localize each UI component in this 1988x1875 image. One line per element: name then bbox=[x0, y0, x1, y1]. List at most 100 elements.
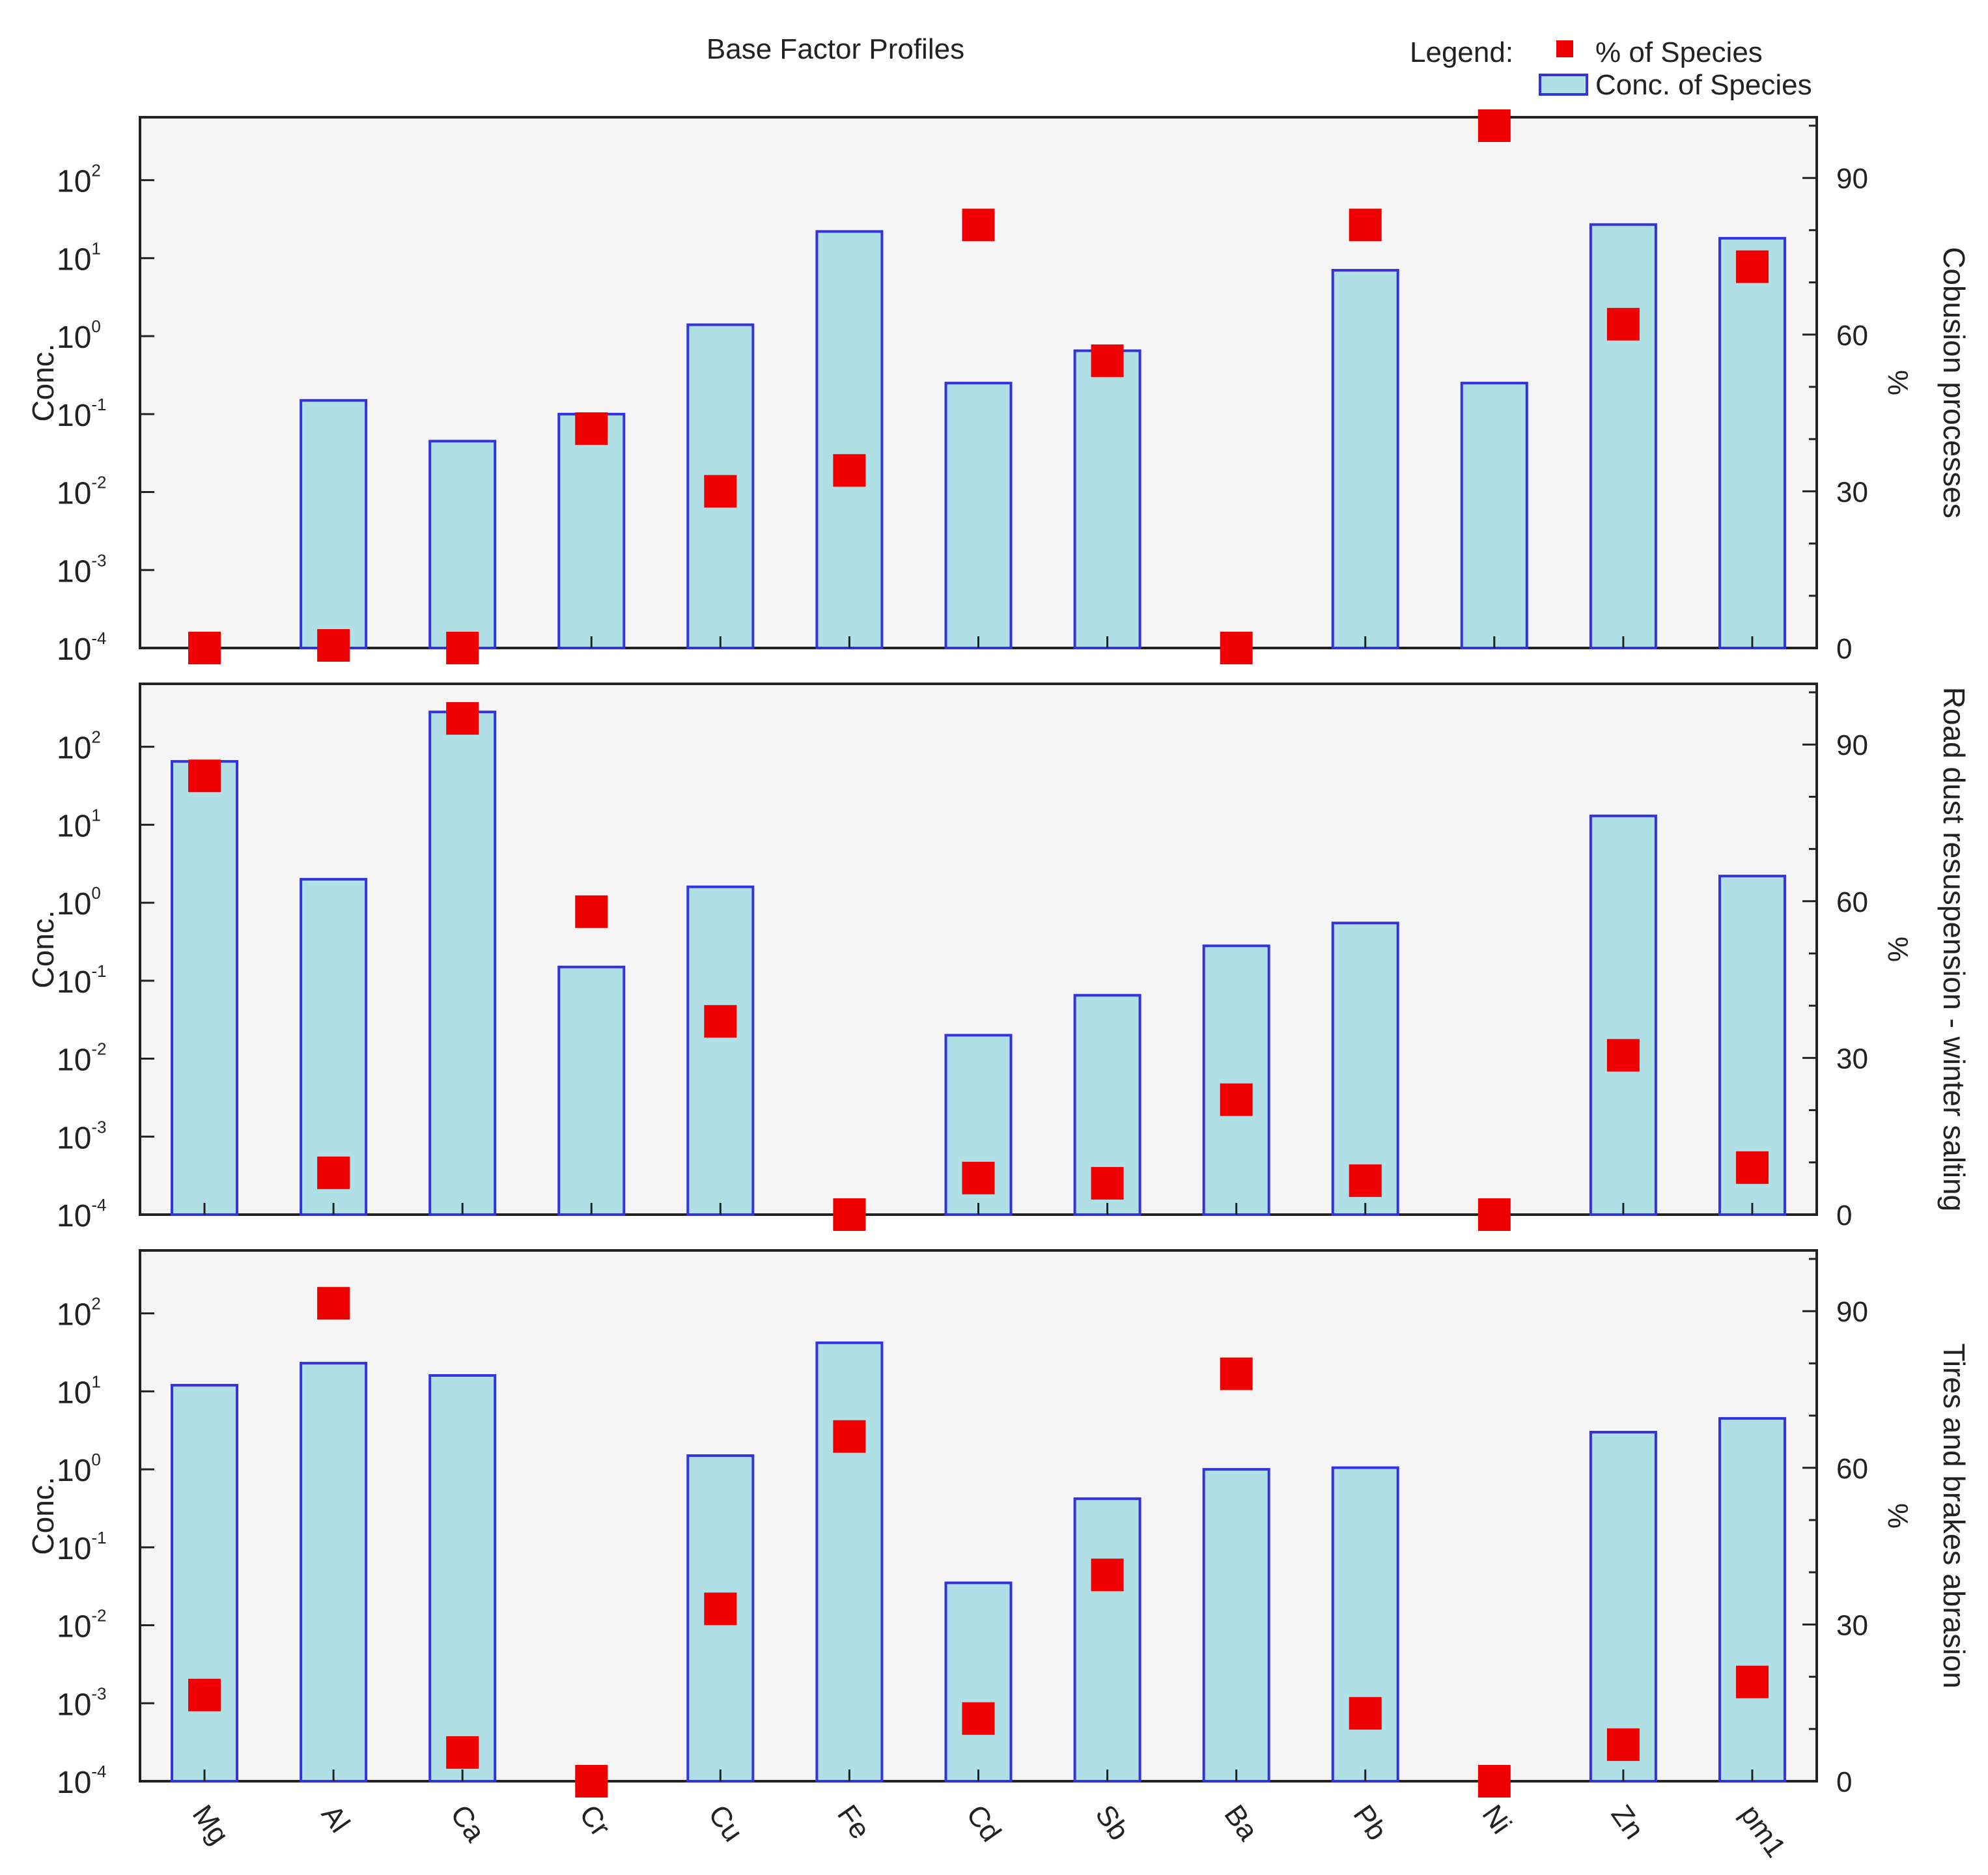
percent-marker bbox=[317, 1156, 350, 1189]
conc-bar bbox=[428, 440, 497, 649]
conc-bar bbox=[815, 1341, 884, 1783]
conc-bar bbox=[1460, 382, 1528, 649]
left-tick-label-base: 10-3 bbox=[57, 550, 107, 589]
left-tick-label-exponent: 2 bbox=[91, 727, 100, 747]
left-tick-label-exponent: -4 bbox=[91, 1195, 106, 1215]
right-tick-label: 0 bbox=[1836, 633, 1852, 665]
left-tick-label-base: 102 bbox=[57, 1294, 101, 1332]
right-tick-label: 30 bbox=[1836, 1609, 1868, 1641]
left-tick-label-base: 10-1 bbox=[57, 1528, 107, 1566]
left-tick-label-exponent: -2 bbox=[91, 1039, 106, 1059]
left-tick-label-base: 102 bbox=[57, 161, 101, 199]
conc-bar bbox=[300, 1362, 368, 1783]
percent-marker bbox=[1091, 1558, 1124, 1592]
category-label: Ba bbox=[1218, 1799, 1264, 1847]
conc-bar bbox=[944, 382, 1013, 649]
left-tick-label-exponent: -3 bbox=[91, 550, 106, 570]
percent-marker bbox=[1606, 307, 1640, 341]
percent-marker bbox=[188, 1678, 221, 1712]
conc-bar bbox=[428, 1374, 497, 1783]
left-tick-label-base: 101 bbox=[57, 238, 101, 277]
percent-marker bbox=[575, 412, 608, 445]
left-tick-label-exponent: 1 bbox=[91, 238, 100, 258]
conc-bar bbox=[1589, 814, 1657, 1217]
left-tick-label-base: 10-4 bbox=[57, 628, 107, 667]
percent-marker bbox=[1220, 1083, 1253, 1116]
conc-bar bbox=[171, 760, 239, 1216]
conc-bar bbox=[815, 230, 884, 649]
right-tick-label: 60 bbox=[1836, 320, 1868, 352]
category-label: pm1 bbox=[1734, 1799, 1792, 1863]
conc-bar bbox=[1202, 944, 1270, 1217]
left-tick-label-exponent: -4 bbox=[91, 1762, 106, 1781]
percent-marker bbox=[575, 895, 608, 928]
percent-marker bbox=[446, 632, 479, 664]
left-tick-label-exponent: -2 bbox=[91, 473, 106, 492]
conc-bar bbox=[1073, 349, 1141, 650]
percent-marker bbox=[962, 1702, 995, 1735]
percent-marker bbox=[446, 1736, 479, 1769]
percent-marker bbox=[575, 1765, 608, 1797]
left-tick-label-base: 10-1 bbox=[57, 395, 107, 433]
percent-marker bbox=[1349, 1164, 1382, 1197]
left-tick-label-base: 10-3 bbox=[57, 1684, 107, 1722]
right-axis-title: % bbox=[1882, 370, 1914, 395]
percent-marker bbox=[1220, 1357, 1253, 1390]
left-tick-label-exponent: -3 bbox=[91, 1117, 106, 1136]
percent-marker bbox=[1735, 1665, 1769, 1699]
left-axis-title: Conc. bbox=[26, 343, 60, 421]
left-tick-label-base: 10-1 bbox=[57, 961, 107, 1000]
right-tick-label: 60 bbox=[1836, 886, 1868, 918]
conc-bar bbox=[557, 412, 626, 650]
conc-bar bbox=[1331, 268, 1399, 649]
right-axis-title: % bbox=[1882, 937, 1914, 962]
percent-marker bbox=[962, 1161, 995, 1194]
conc-bar bbox=[1718, 1417, 1786, 1783]
left-tick-label-base: 10-2 bbox=[57, 1039, 107, 1078]
left-tick-label-base: 101 bbox=[57, 1372, 101, 1410]
category-label: Fe bbox=[831, 1799, 876, 1845]
category-label: Cu bbox=[702, 1799, 749, 1848]
left-tick-label-base: 10-4 bbox=[57, 1195, 107, 1234]
left-tick-label-base: 10-2 bbox=[57, 1606, 107, 1644]
percent-marker bbox=[704, 1005, 737, 1038]
legend-conc-text: Conc. of Species bbox=[1595, 69, 1812, 101]
percent-marker bbox=[1091, 1166, 1124, 1200]
percent-marker bbox=[446, 702, 479, 735]
right-tick-label: 0 bbox=[1836, 1766, 1852, 1798]
percent-marker bbox=[704, 1592, 737, 1626]
percent-marker bbox=[1220, 632, 1253, 664]
percent-marker bbox=[188, 759, 221, 793]
left-tick-label-exponent: 1 bbox=[91, 805, 100, 825]
percent-marker bbox=[1477, 1198, 1511, 1231]
legend-percent-text: % of Species bbox=[1595, 36, 1763, 68]
left-axis-title: Conc. bbox=[26, 910, 60, 988]
conc-bar bbox=[1073, 1497, 1141, 1783]
category-label: Pb bbox=[1347, 1799, 1393, 1846]
category-label: Zn bbox=[1605, 1799, 1651, 1845]
left-tick-label-base: 100 bbox=[57, 883, 101, 922]
conc-bar bbox=[686, 885, 755, 1217]
percent-marker bbox=[833, 1420, 866, 1453]
percent-marker bbox=[317, 1287, 350, 1320]
category-label: Cr bbox=[573, 1799, 617, 1842]
conc-bar bbox=[1718, 236, 1786, 650]
right-tick-label: 30 bbox=[1836, 476, 1868, 508]
right-tick-label: 90 bbox=[1836, 163, 1868, 195]
percent-marker bbox=[833, 1198, 866, 1231]
legend-label: Legend: bbox=[1410, 36, 1513, 68]
left-tick-label-base: 102 bbox=[57, 727, 101, 766]
percent-marker bbox=[1735, 1151, 1769, 1184]
right-tick-label: 60 bbox=[1836, 1453, 1868, 1485]
percent-marker bbox=[1735, 250, 1769, 283]
panel-name: Cobusion processes bbox=[1937, 247, 1971, 518]
legend-percent-marker bbox=[1556, 40, 1573, 57]
conc-bar bbox=[300, 399, 368, 649]
left-tick-label-base: 10-3 bbox=[57, 1117, 107, 1155]
conc-bar bbox=[171, 1383, 239, 1783]
conc-bar bbox=[1202, 1468, 1270, 1783]
left-tick-label-exponent: 0 bbox=[91, 883, 100, 903]
left-tick-label-exponent: -2 bbox=[91, 1606, 106, 1626]
right-tick-label: 90 bbox=[1836, 729, 1868, 761]
